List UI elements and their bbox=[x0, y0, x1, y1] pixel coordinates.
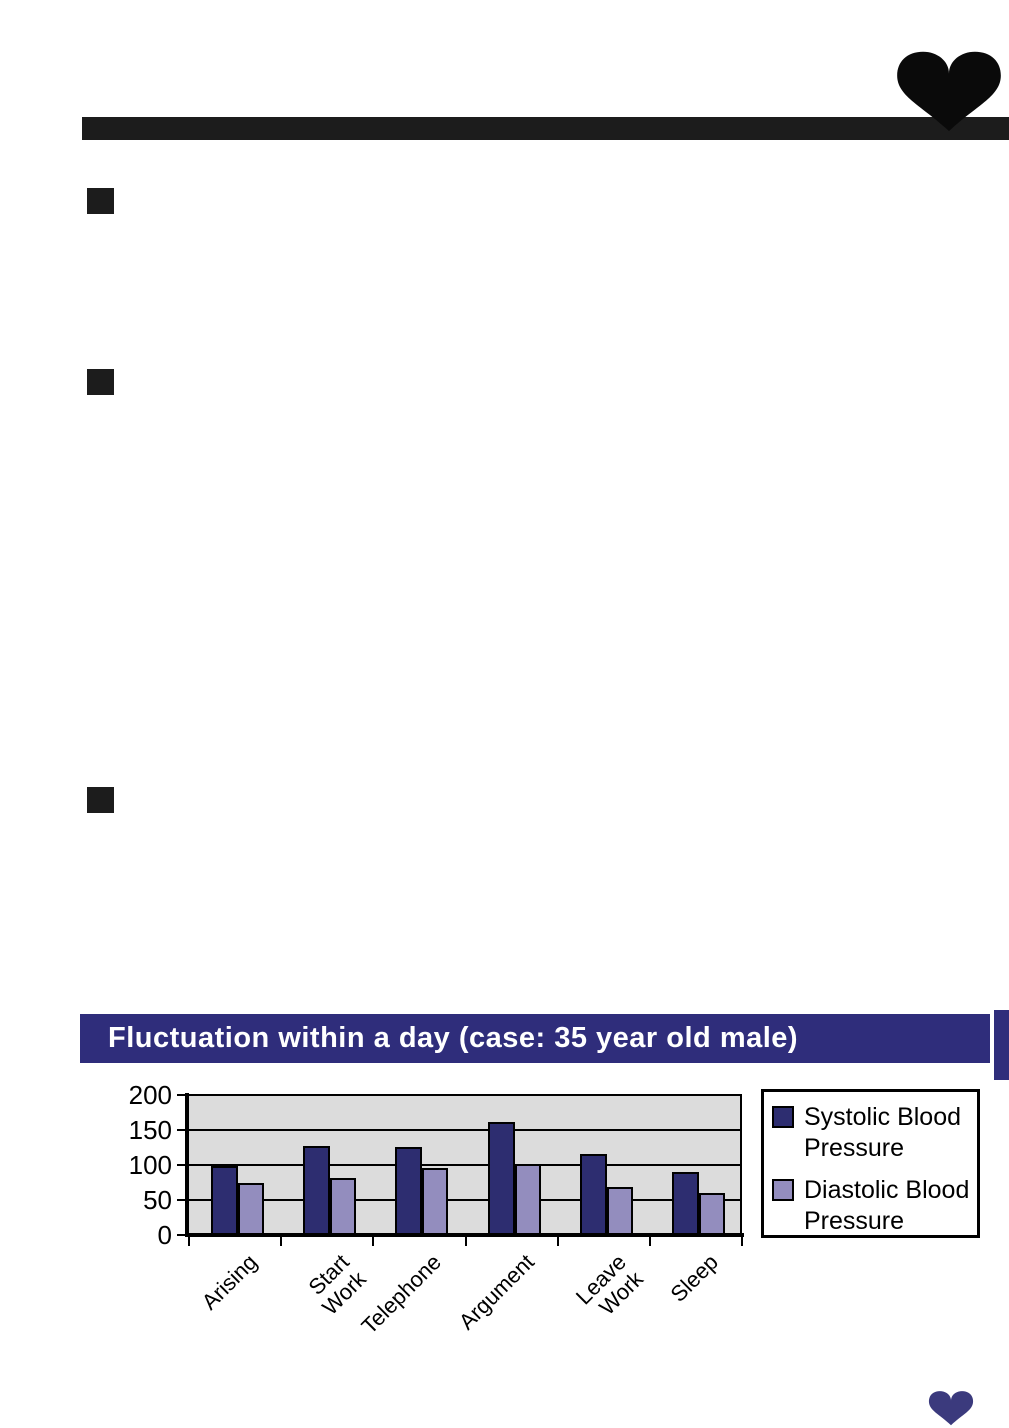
x-tick-5 bbox=[649, 1237, 651, 1246]
bar-diastolic-1 bbox=[238, 1183, 264, 1236]
y-tick-50 bbox=[177, 1199, 186, 1201]
bar-systolic-3 bbox=[395, 1147, 422, 1236]
x-tick-3 bbox=[465, 1237, 467, 1246]
legend-swatch-icon bbox=[772, 1106, 794, 1128]
bar-systolic-6 bbox=[672, 1172, 699, 1236]
x-axis-line bbox=[185, 1233, 744, 1237]
legend-entry-diastolic: Diastolic Blood Pressure bbox=[772, 1175, 973, 1237]
x-tick-6 bbox=[741, 1237, 743, 1246]
legend-label: Systolic Blood Pressure bbox=[804, 1103, 962, 1162]
y-axis-label-200: 200 bbox=[128, 1080, 172, 1110]
gridline-200 bbox=[189, 1094, 742, 1096]
legend-label: Diastolic Blood Pressure bbox=[804, 1176, 970, 1235]
gridline-150 bbox=[189, 1129, 742, 1131]
bar-diastolic-3 bbox=[422, 1168, 448, 1236]
bar-systolic-5 bbox=[580, 1154, 607, 1236]
x-tick-4 bbox=[557, 1237, 559, 1246]
y-axis-line bbox=[185, 1093, 189, 1237]
y-axis-label-150: 150 bbox=[128, 1115, 172, 1145]
gridline-50 bbox=[189, 1199, 742, 1201]
bar-systolic-1 bbox=[211, 1166, 238, 1236]
heart-shape bbox=[928, 1391, 974, 1426]
section-bullet-1 bbox=[87, 188, 114, 214]
bar-diastolic-5 bbox=[607, 1187, 633, 1236]
section-bullet-3 bbox=[87, 787, 114, 813]
banner-edge-sliver bbox=[994, 1010, 1009, 1080]
bar-systolic-4 bbox=[488, 1122, 515, 1236]
heart-icon bbox=[897, 51, 1001, 132]
heart-icon bbox=[928, 1391, 974, 1426]
section-bullet-2 bbox=[87, 369, 114, 395]
y-tick-100 bbox=[177, 1164, 186, 1166]
y-tick-200 bbox=[177, 1094, 186, 1096]
x-tick-0 bbox=[188, 1237, 190, 1246]
y-tick-0 bbox=[177, 1234, 186, 1236]
bar-systolic-2 bbox=[303, 1146, 330, 1236]
chart-title-banner: Fluctuation within a day (case: 35 year … bbox=[80, 1014, 990, 1063]
y-axis-label-50: 50 bbox=[143, 1185, 172, 1215]
legend-swatch-icon bbox=[772, 1179, 794, 1201]
top-rule bbox=[82, 117, 1009, 140]
bar-diastolic-2 bbox=[330, 1178, 356, 1236]
gridline-100 bbox=[189, 1164, 742, 1166]
x-tick-2 bbox=[372, 1237, 374, 1246]
x-tick-1 bbox=[280, 1237, 282, 1246]
chart-legend: Systolic Blood Pressure Diastolic Blood P… bbox=[761, 1089, 980, 1238]
bar-diastolic-6 bbox=[699, 1193, 725, 1236]
y-tick-150 bbox=[177, 1129, 186, 1131]
y-axis-label-0: 0 bbox=[157, 1220, 172, 1250]
bar-diastolic-4 bbox=[515, 1164, 541, 1236]
legend-entry-systolic: Systolic Blood Pressure bbox=[772, 1102, 973, 1164]
heart-shape bbox=[897, 51, 1001, 132]
y-axis-label-100: 100 bbox=[128, 1150, 172, 1180]
chart-title: Fluctuation within a day (case: 35 year … bbox=[108, 1022, 799, 1054]
